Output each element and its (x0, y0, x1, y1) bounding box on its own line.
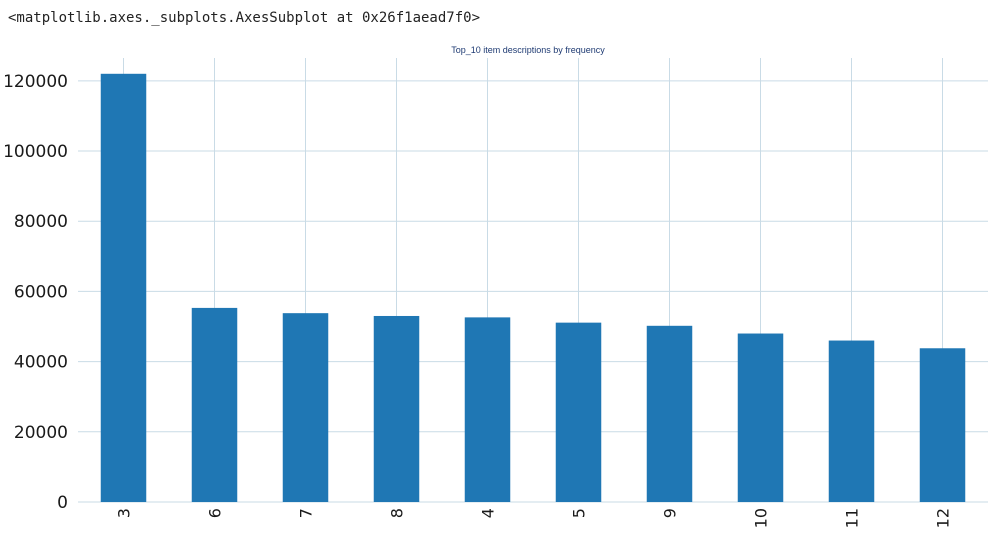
y-tick-label: 60000 (14, 282, 68, 302)
cell-output-repr: <matplotlib.axes._subplots.AxesSubplot a… (8, 10, 481, 26)
x-tick-label: 9 (661, 508, 680, 518)
bar (919, 348, 966, 502)
x-tick-label: 5 (570, 508, 589, 518)
y-tick-label: 0 (57, 493, 68, 513)
bar (555, 322, 602, 502)
x-tick-label: 6 (206, 508, 225, 518)
bar (646, 325, 693, 502)
bar (373, 315, 420, 502)
x-tick-label: 10 (752, 508, 771, 528)
bar (464, 317, 511, 502)
bar (100, 73, 147, 502)
y-tick-label: 120000 (3, 72, 68, 92)
x-tick-label: 11 (843, 508, 862, 528)
x-tick-label: 12 (934, 508, 953, 528)
bar (828, 340, 875, 502)
y-tick-label: 80000 (14, 212, 68, 232)
bar (737, 333, 784, 502)
y-tick-label: 100000 (3, 142, 68, 162)
x-tick-label: 3 (115, 508, 134, 518)
bar (191, 307, 238, 502)
x-tick-label: 4 (479, 508, 498, 518)
bar (282, 313, 329, 502)
y-axis-ticks: 0 20000 40000 60000 80000 100000 120000 (3, 72, 68, 513)
y-tick-label: 40000 (14, 353, 68, 373)
x-tick-label: 8 (388, 508, 407, 518)
x-tick-label: 7 (297, 508, 316, 518)
x-axis-ticks: 3 6 7 8 4 5 9 10 11 12 (115, 508, 953, 528)
bars (100, 73, 966, 502)
chart-title: Top_10 item descriptions by frequency (451, 45, 605, 55)
y-tick-label: 20000 (14, 423, 68, 443)
